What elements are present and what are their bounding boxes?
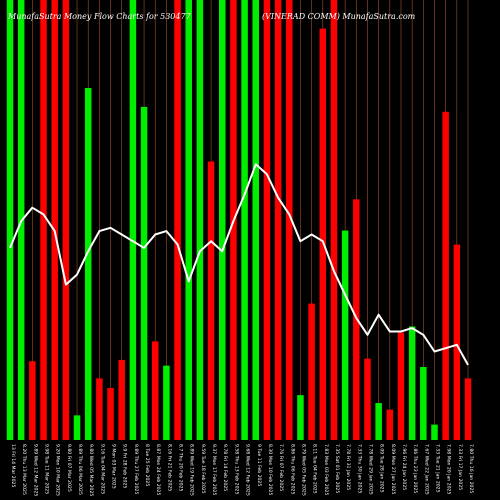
x-tick-label: 7.76 Fri 07 Feb 2025: [278, 444, 284, 491]
x-tick-label: 9 Tue 11 Feb 2025: [256, 444, 262, 486]
x-tick-label: 8.89 Wed 19 Feb 2025: [189, 444, 195, 496]
money-flow-bar: [420, 366, 427, 440]
money-flow-bar: [263, 0, 271, 440]
money-flow-bar: [151, 341, 159, 440]
x-tick-label: 9.80 Fri 07 Mar 2025: [66, 444, 72, 492]
money-flow-bar: [308, 303, 315, 440]
price-line-path: [9, 163, 469, 366]
money-flow-bar: [375, 403, 382, 440]
x-tick-label: 7.33 Thu 30 Jan 2025: [356, 444, 362, 493]
chart-subtitle: (VINERAD COMM) MunafaSutra.com: [262, 12, 416, 21]
x-tick-label: 9 Mon 03 Mar 2025: [111, 444, 117, 489]
money-flow-bar: [73, 415, 81, 440]
x-tick-label: 7.96 Fri 24 Jan 2025: [401, 444, 407, 490]
x-tick-label: 8.30 Mon 10 Feb 2025: [267, 444, 273, 496]
x-tick-label: 7.86 Thu 23 Jan 2025: [412, 444, 418, 493]
x-tick-label: 9.59 Tue 18 Feb 2025: [200, 444, 206, 494]
x-tick-label: 7.35 Sat 01 Feb 2025: [334, 444, 340, 493]
x-tick-label: 9.37 Mon 17 Feb 2025: [211, 444, 217, 496]
x-tick-label: 7.78 Fri 31 Jan 2025: [345, 444, 351, 490]
money-flow-bar: [286, 0, 293, 440]
money-flow-bar: [6, 0, 14, 440]
money-flow-bar: [84, 88, 92, 440]
x-tick-label: 8.09 Mon 27 Jan 2025: [390, 444, 396, 494]
bars: [6, 0, 472, 441]
money-flow-bar: [252, 0, 260, 440]
money-flow-bar: [319, 28, 327, 440]
money-flow-bar: [442, 111, 449, 440]
x-tick-label: 7.33 Tue 21 Jan 2025: [434, 444, 440, 493]
money-flow-bar: [207, 161, 215, 441]
x-tick-label: 9.89 Thu 06 Mar 2025: [77, 444, 83, 495]
money-flow-bar: [453, 244, 461, 440]
money-flow-bar: [40, 0, 47, 440]
price-line: [9, 163, 469, 366]
money-flow-bar: [129, 0, 137, 440]
money-flow-bar: [274, 0, 282, 440]
x-tick-label: 8.86 Thu 06 Feb 2025: [289, 444, 295, 494]
x-tick-label: 8.11 Tue 04 Feb 2025: [312, 444, 318, 494]
x-tick-label: 9.89 Thu 27 Feb 2025: [133, 444, 139, 494]
x-tick-label: 9.16 Tue 04 Mar 2025: [99, 444, 105, 494]
money-flow-bar: [397, 332, 405, 440]
x-tick-label: 8.79 Wed 05 Feb 2025: [300, 444, 306, 496]
money-flow-bar: [196, 0, 204, 440]
x-tick-label: 9.78 Fri 14 Feb 2025: [222, 444, 228, 491]
money-flow-bar: [408, 326, 416, 440]
x-tick-label: 7.78 Wed 29 Jan 2025: [367, 444, 373, 495]
x-tick-label: 7.80 Thu 16 Jan 2025: [468, 444, 474, 493]
money-flow-bar: [431, 424, 438, 440]
x-tick-label: 9.9 Fri 28 Feb 2025: [122, 444, 128, 488]
money-flow-bar: [51, 0, 58, 440]
x-tick-label: 9.20 Mon 10 Mar 2025: [55, 444, 61, 496]
money-flow-bar: [297, 395, 304, 440]
x-tick-label: 8.87 Mon 24 Feb 2025: [155, 444, 161, 496]
x-tick-label: 9.89 Wed 12 Mar 2025: [32, 444, 38, 496]
money-flow-bar: [96, 378, 103, 440]
x-tick-label: 9.58 Thu 13 Feb 2025: [233, 444, 239, 494]
x-tick-label: 7.67 Wed 22 Jan 2025: [423, 444, 429, 495]
money-flow-bar: [341, 230, 349, 440]
x-tick-label: 8 Tue 25 Feb 2025: [144, 444, 150, 486]
money-flow-bar: [185, 0, 192, 440]
money-flow-bar: [364, 358, 371, 440]
x-tick-label: 9.98 Tue 11 Mar 2025: [44, 444, 50, 494]
money-flow-bar: [163, 365, 170, 440]
money-flow-bar: [386, 409, 394, 440]
money-flow-bar: [62, 0, 70, 440]
money-flow-bar: [464, 378, 472, 440]
x-tick-label: 8.7 Thu 20 Feb 2025: [178, 444, 184, 492]
x-tick-labels: 13 Fri 14 Mar 2025 8.20 Thu 13 Mar 2025 9.…: [10, 444, 474, 496]
money-flow-bar: [29, 361, 36, 440]
money-flow-bar: [140, 106, 148, 441]
x-tick-label: 7.33 Fri 17 Jan 2025: [457, 444, 463, 490]
money-flow-bar: [118, 359, 125, 440]
money-flow-bar: [107, 388, 114, 440]
x-tick-label: 13 Fri 14 Mar 2025: [10, 444, 16, 487]
x-tick-label: 7.83 Mon 03 Feb 2025: [323, 444, 329, 496]
x-tick-label: 9.80 Wed 05 Mar 2025: [88, 444, 94, 496]
money-flow-bar: [174, 0, 181, 440]
x-tick-label: 8.09 Tue 28 Jan 2025: [379, 444, 385, 493]
x-tick-label: 8.16 Fri 21 Feb 2025: [166, 444, 172, 491]
x-tick-label: 9.68 Wed 12 Feb 2025: [245, 444, 251, 496]
money-flow-bar: [218, 0, 226, 440]
x-tick-label: 7.98 Mon 20 Jan 2025: [446, 444, 452, 494]
chart-title: MunafaSutra Money Flow Charts for 530477: [8, 12, 191, 21]
money-flow-bar: [330, 0, 338, 440]
x-tick-label: 8.20 Thu 13 Mar 2025: [21, 444, 27, 495]
money-flow-bar: [241, 0, 248, 440]
